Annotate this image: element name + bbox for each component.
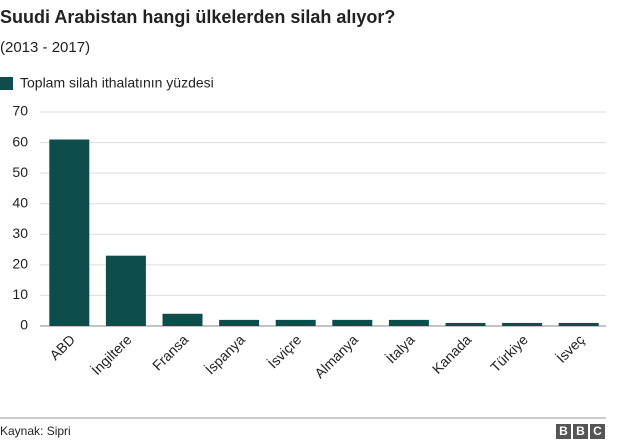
x-tick-label: İsveç — [552, 331, 587, 366]
y-tick-label: 40 — [12, 194, 28, 210]
x-tick-label: İtalya — [382, 331, 418, 367]
y-tick-label: 20 — [12, 256, 28, 272]
logo-box — [590, 424, 605, 439]
x-tick-label: ABD — [46, 331, 78, 363]
x-tick-label: Kanada — [429, 331, 475, 377]
source: Kaynak: Sipri — [0, 424, 71, 438]
y-tick-label: 30 — [12, 225, 28, 241]
y-tick-label: 50 — [12, 164, 28, 180]
x-tick-label: Almanya — [311, 331, 361, 381]
bar — [558, 322, 599, 326]
logo-letter: B — [559, 424, 568, 438]
legend-label: Toplam silah ithalatının yüzdesi — [20, 75, 214, 91]
legend-swatch — [0, 77, 13, 90]
x-tick-label: İsviçre — [264, 331, 305, 372]
y-tick-label: 70 — [12, 103, 28, 119]
x-tick-label: İngiltere — [87, 331, 134, 378]
y-tick-label: 0 — [20, 317, 28, 333]
bar — [49, 139, 90, 326]
chart-title: Suudi Arabistan hangi ülkelerden silah a… — [0, 7, 395, 27]
bar — [445, 322, 486, 326]
x-tick-label: Fransa — [149, 331, 191, 373]
bar — [105, 255, 146, 326]
y-tick-label: 10 — [12, 286, 28, 302]
bar — [332, 319, 373, 326]
x-tick-label: İspanya — [201, 331, 248, 378]
bar — [275, 319, 316, 326]
y-tick-label: 60 — [12, 133, 28, 149]
bar — [502, 322, 543, 326]
bar — [162, 313, 203, 326]
x-tick-label: Türkiye — [487, 331, 531, 375]
chart-subtitle: (2013 - 2017) — [0, 39, 90, 56]
logo-box — [573, 424, 588, 439]
logo-letter: B — [576, 424, 585, 438]
logo-box — [556, 424, 571, 439]
bar — [219, 319, 260, 326]
logo-letter: C — [593, 424, 602, 438]
bar — [388, 319, 429, 326]
